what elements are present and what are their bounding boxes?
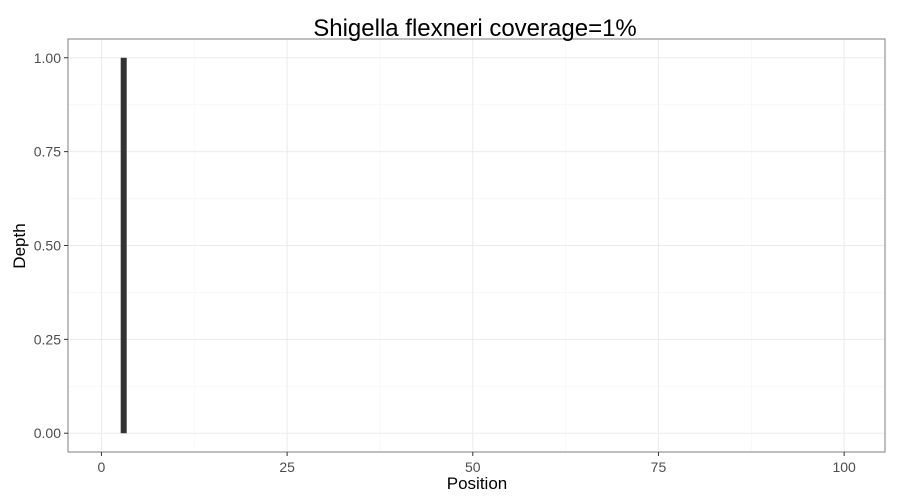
x-tick-label: 100 — [832, 459, 856, 475]
x-axis-label: Position — [447, 474, 507, 493]
x-tick-label: 25 — [279, 459, 295, 475]
y-axis-label: Depth — [10, 223, 29, 268]
chart-title: Shigella flexneri coverage=1% — [313, 15, 637, 42]
y-tick-label: 0.50 — [34, 238, 61, 254]
x-tick-label: 50 — [465, 459, 481, 475]
y-tick-label: 0.00 — [34, 425, 61, 441]
grid-layer — [68, 39, 885, 452]
y-tick-label: 0.25 — [34, 331, 61, 347]
y-tick-label: 0.75 — [34, 144, 61, 160]
bar-layer — [120, 57, 127, 434]
x-tick-label: 75 — [651, 459, 667, 475]
x-tick-label: 0 — [98, 459, 106, 475]
y-tick-label: 1.00 — [34, 50, 61, 66]
tick-layer: 0 25 50 75 100 0.00 0.25 0.50 0.75 1.00 — [34, 50, 856, 475]
depth-bar — [120, 57, 127, 434]
